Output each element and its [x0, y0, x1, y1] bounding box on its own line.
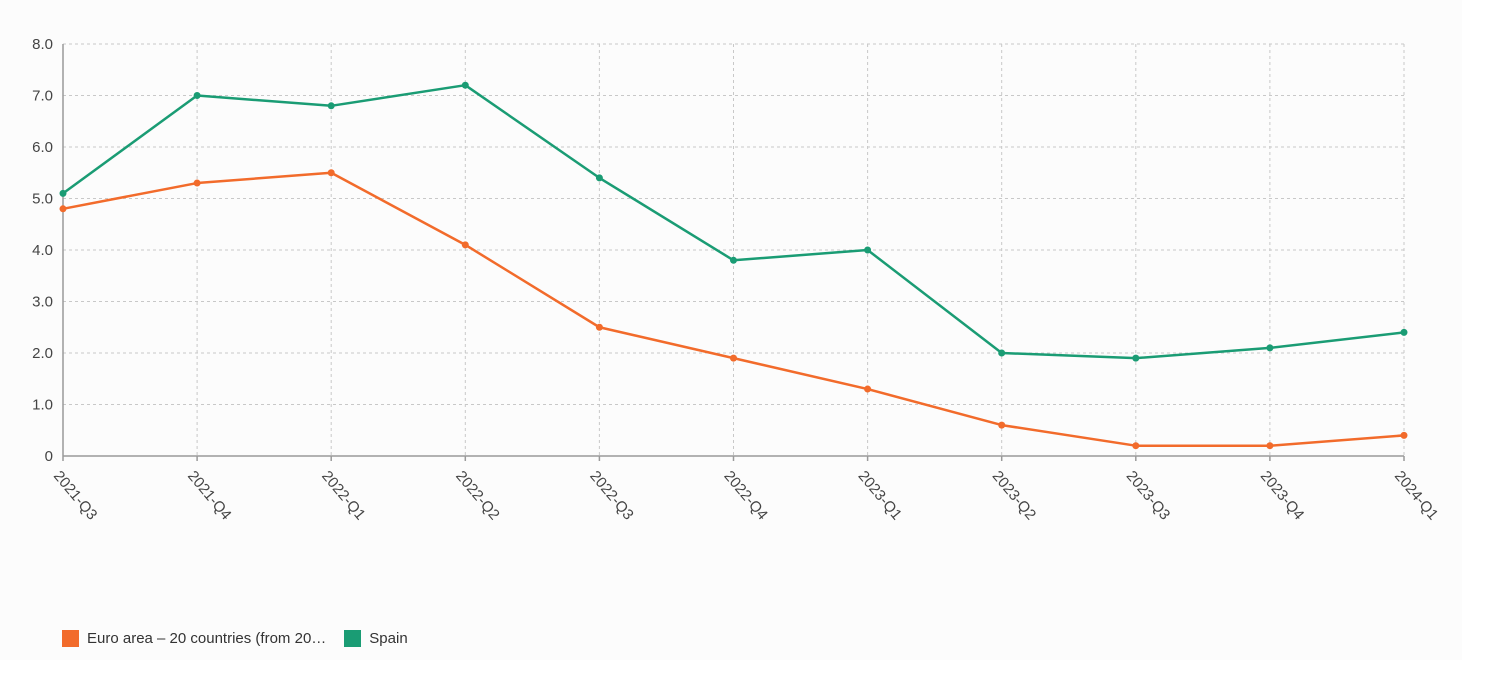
data-point-0[interactable] — [1266, 442, 1274, 450]
legend: Euro area – 20 countries (from 20… Spain — [62, 630, 426, 647]
data-point-1[interactable] — [193, 92, 201, 99]
data-point-0[interactable] — [1400, 431, 1408, 439]
data-point-1[interactable] — [730, 256, 737, 264]
y-tick-label: 0 — [45, 448, 53, 465]
y-tick-label: 4.0 — [32, 242, 53, 259]
legend-swatch-spain — [344, 630, 362, 647]
x-tick-label: 2022-Q1 — [318, 468, 369, 524]
data-point-1[interactable] — [1400, 328, 1408, 336]
x-tick-label: 2022-Q3 — [586, 468, 637, 524]
x-tick-label: 2022-Q4 — [720, 468, 771, 524]
data-point-1[interactable] — [1266, 344, 1274, 352]
data-point-1[interactable] — [864, 246, 872, 254]
data-point-1[interactable] — [1132, 354, 1140, 362]
x-tick-label: 2023-Q2 — [989, 468, 1040, 524]
data-point-0[interactable] — [595, 323, 603, 331]
series-line-1 — [62, 83, 1405, 360]
data-point-0[interactable] — [998, 421, 1006, 429]
legend-swatch-euro-area — [62, 630, 79, 647]
data-point-1[interactable] — [595, 174, 603, 182]
legend-label-euro-area: Euro area – 20 countries (from 20… — [87, 630, 327, 647]
x-tick-label: 2022-Q2 — [452, 468, 503, 524]
y-tick-label: 5.0 — [32, 191, 53, 208]
y-tick-label: 3.0 — [32, 294, 53, 311]
y-tick-label: 7.0 — [32, 88, 53, 105]
data-point-0[interactable] — [59, 205, 67, 213]
x-tick-label: 2023-Q1 — [855, 468, 906, 524]
legend-label-spain: Spain — [369, 630, 408, 647]
data-point-1[interactable] — [59, 189, 67, 197]
data-point-0[interactable] — [461, 241, 469, 249]
y-tick-label: 6.0 — [32, 139, 53, 156]
data-point-0[interactable] — [327, 169, 335, 177]
x-tick-label: 2024-Q1 — [1391, 468, 1442, 524]
data-point-0[interactable] — [193, 179, 201, 187]
data-point-0[interactable] — [730, 354, 737, 362]
y-tick-label: 8.0 — [32, 36, 53, 53]
y-tick-label: 1.0 — [32, 397, 53, 414]
data-point-0[interactable] — [864, 385, 872, 393]
x-tick-label: 2023-Q4 — [1257, 468, 1308, 524]
legend-item-spain[interactable]: Spain — [344, 630, 408, 647]
x-tick-label: 2023-Q3 — [1123, 468, 1174, 524]
legend-item-euro-area[interactable]: Euro area – 20 countries (from 20… — [62, 630, 326, 647]
chart-panel — [0, 0, 1462, 660]
y-tick-label: 2.0 — [32, 345, 53, 362]
data-point-1[interactable] — [327, 102, 335, 110]
data-point-0[interactable] — [1132, 442, 1140, 450]
x-tick-label: 2021-Q4 — [184, 468, 235, 524]
data-point-1[interactable] — [998, 349, 1006, 357]
data-point-1[interactable] — [461, 81, 469, 89]
x-tick-label: 2021-Q3 — [50, 468, 101, 524]
line-chart: 0 1.0 2.0 3.0 4.0 5.0 6.0 7.0 8.0 2021-Q3 2021-Q4 2… — [32, 36, 1442, 524]
